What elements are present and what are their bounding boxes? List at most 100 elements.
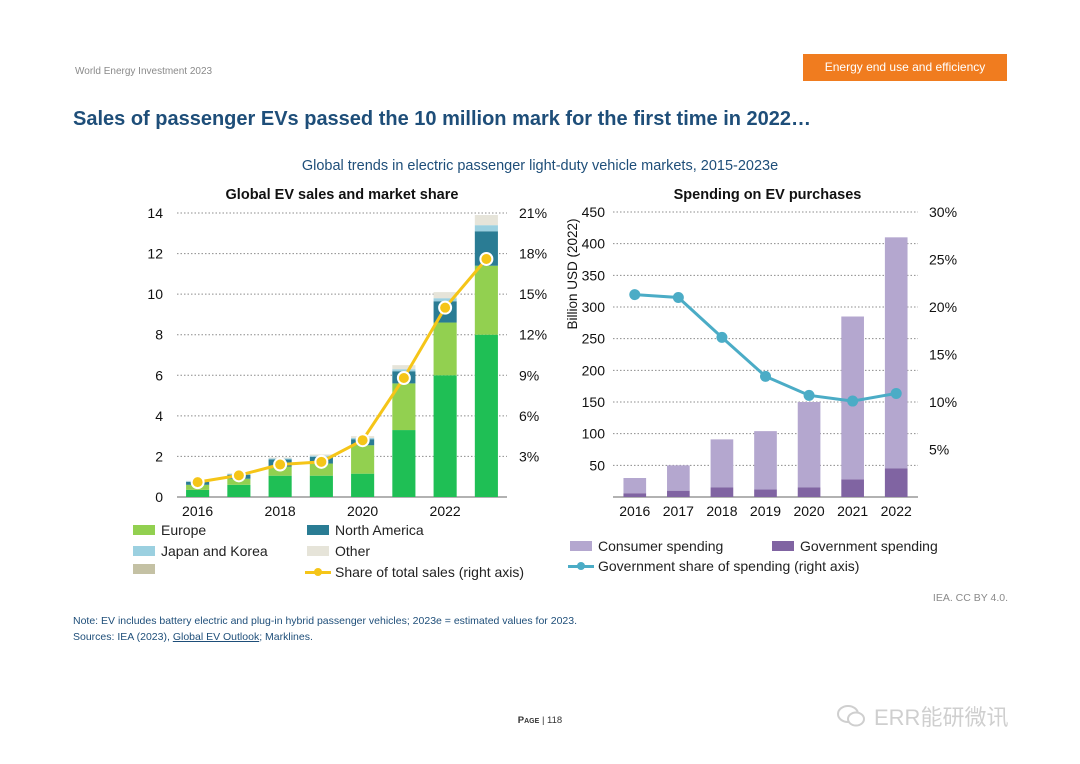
legend-share-line: Share of total sales (right axis) xyxy=(305,564,524,580)
share-line-point xyxy=(273,457,288,472)
left-bar-segment-china xyxy=(186,489,210,497)
left-y-tick-label: 0 xyxy=(155,489,163,505)
left-x-tick-label: 2022 xyxy=(430,503,461,519)
left-bar-segment-europe xyxy=(351,445,375,474)
left-y-tick-label: 14 xyxy=(147,205,163,221)
legend-label-gov-share-line: Government share of spending (right axis… xyxy=(598,558,860,574)
left-y-tick-label: 6 xyxy=(155,367,163,383)
right-y2-tick-label: 30% xyxy=(929,204,957,220)
right-y2-tick-label: 25% xyxy=(929,252,957,268)
share-line-point xyxy=(314,454,329,469)
gov-share-line-point xyxy=(890,387,902,399)
left-chart-title: Global EV sales and market share xyxy=(226,187,459,203)
watermark-text: ERR能研微讯 xyxy=(874,705,1009,730)
right-x-tick-label: 2019 xyxy=(750,503,781,519)
left-y2-tick-label: 3% xyxy=(519,448,539,464)
left-y-tick-label: 4 xyxy=(155,408,163,424)
right-y2-tick-label: 20% xyxy=(929,299,957,315)
legend-swatch-consumer xyxy=(570,541,592,551)
left-bar-segment-other xyxy=(474,215,498,226)
left-x-tick-label: 2020 xyxy=(347,503,378,519)
wechat-icon xyxy=(837,705,865,727)
legend-other: Other xyxy=(307,543,370,559)
legend-label-other: Other xyxy=(335,543,371,559)
right-bar-segment-government xyxy=(623,493,647,497)
right-bar-segment-government xyxy=(841,479,864,497)
right-y-tick-label: 450 xyxy=(582,204,606,220)
left-y2-tick-label: 6% xyxy=(519,408,539,424)
left-x-tick-label: 2018 xyxy=(265,503,296,519)
share-line-point xyxy=(438,300,453,315)
right-x-tick-label: 2016 xyxy=(619,503,650,519)
left-bar-segment-europe xyxy=(433,322,457,376)
right-bar-segment-consumer xyxy=(623,478,647,494)
global-ev-outlook-link[interactable]: Global EV Outlook xyxy=(172,631,260,643)
left-y2-tick-label: 15% xyxy=(519,286,547,302)
left-bar-segment-china xyxy=(309,475,333,497)
legend-label-consumer: Consumer spending xyxy=(598,538,724,554)
share-line-point xyxy=(396,370,411,385)
share-line-point xyxy=(355,433,370,448)
credit-text: IEA. CC BY 4.0. xyxy=(932,592,1008,604)
right-bar-segment-government xyxy=(667,490,690,497)
page-label: Page xyxy=(517,715,540,726)
share-line-point xyxy=(479,251,494,266)
right-y-tick-label: 300 xyxy=(582,299,606,315)
right-y-tick-label: 200 xyxy=(582,362,606,378)
left-bar-segment-japan-korea xyxy=(433,298,457,302)
figure-title: Global trends in electric passenger ligh… xyxy=(301,158,779,174)
left-y-tick-label: 10 xyxy=(147,286,163,302)
share-line-point xyxy=(190,475,205,490)
right-bar-segment-government xyxy=(710,487,734,497)
legend-label-government: Government spending xyxy=(800,538,938,554)
left-y-tick-label: 2 xyxy=(155,448,163,464)
gov-share-line-point xyxy=(803,389,815,401)
right-bar-segment-government xyxy=(884,468,908,497)
legend-north-america: North America xyxy=(307,522,424,538)
legend-swatch-other xyxy=(307,546,329,556)
right-x-tick-label: 2021 xyxy=(837,503,868,519)
right-x-tick-label: 2018 xyxy=(706,503,737,519)
left-y2-tick-label: 9% xyxy=(519,367,539,383)
right-bar-segment-consumer xyxy=(797,402,821,488)
legend-gov-share-line: Government share of spending (right axis… xyxy=(568,558,859,574)
sources-line: Sources: IEA (2023), Global EV Outlook; … xyxy=(73,629,577,645)
legend-swatch-unlabeled xyxy=(133,564,155,574)
left-y2-tick-label: 12% xyxy=(519,327,547,343)
left-bar-segment-china xyxy=(474,334,498,497)
left-bar-segment-other xyxy=(392,365,416,370)
legend-europe: Europe xyxy=(133,522,206,538)
page-title: Sales of passenger EVs passed the 10 mil… xyxy=(73,108,812,130)
left-bar-segment-china xyxy=(227,484,251,497)
right-y-tick-label: 100 xyxy=(582,426,606,442)
right-x-tick-label: 2017 xyxy=(663,503,694,519)
legend-swatch-gov-share-line xyxy=(568,561,594,571)
right-y-tick-label: 50 xyxy=(589,457,605,473)
legend-label-share-line: Share of total sales (right axis) xyxy=(335,564,525,580)
left-bar-segment-china xyxy=(268,475,292,497)
page-number: Page | 118 xyxy=(0,715,1080,726)
gov-share-line-point xyxy=(716,331,728,343)
left-bar-segment-china xyxy=(392,430,416,497)
left-bar-segment-china xyxy=(433,375,457,497)
right-bar-segment-consumer xyxy=(667,465,690,491)
legend-swatch-government xyxy=(772,541,794,551)
figure-charts: Global EV sales and market share 0 2 4 6 8 10 1… xyxy=(147,187,957,519)
right-y-tick-label: 150 xyxy=(582,394,606,410)
left-bar-segment-other xyxy=(433,292,457,299)
right-y-tick-label: 350 xyxy=(582,267,606,283)
legend-government: Government spending xyxy=(772,538,938,554)
left-bar-segment-china xyxy=(351,473,375,497)
page-number-value: | 118 xyxy=(541,715,563,726)
right-x-tick-label: 2020 xyxy=(793,503,824,519)
right-bar-segment-government xyxy=(797,487,821,497)
legend-unlabeled xyxy=(133,564,161,574)
legend-swatch-japan-korea xyxy=(133,546,155,556)
gov-share-line-point xyxy=(672,292,684,303)
section-tag[interactable]: Energy end use and efficiency xyxy=(803,54,1007,81)
left-bar-segment-japan-korea xyxy=(392,369,416,372)
right-y2-tick-label: 15% xyxy=(929,347,957,363)
share-line xyxy=(197,258,488,484)
left-y2-tick-label: 18% xyxy=(519,246,547,262)
left-y2-tick-label: 21% xyxy=(519,205,547,221)
